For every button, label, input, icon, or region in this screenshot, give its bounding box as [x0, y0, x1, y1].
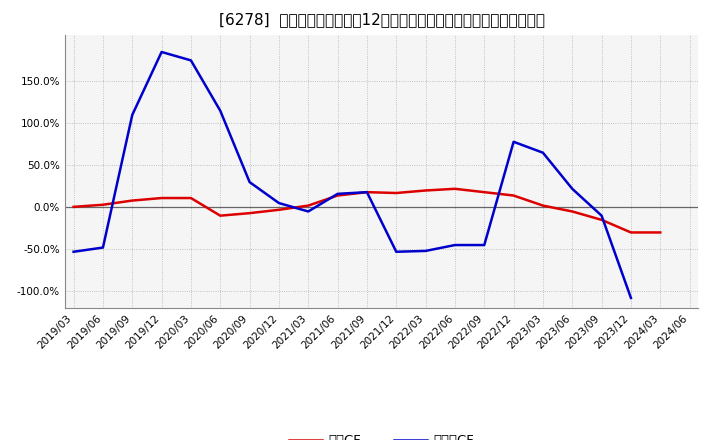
営業CF — [598, 217, 606, 223]
営業CF — [392, 191, 400, 196]
営業CF — [539, 203, 547, 208]
フリーCF — [157, 49, 166, 55]
フリーCF — [363, 190, 372, 195]
営業CF — [451, 186, 459, 191]
営業CF — [128, 198, 137, 203]
フリーCF — [480, 242, 489, 248]
フリーCF — [568, 186, 577, 191]
Title: [6278]  キャッシュフローの12か月移動合計の対前年同期増減率の推移: [6278] キャッシュフローの12か月移動合計の対前年同期増減率の推移 — [219, 12, 544, 27]
フリーCF — [274, 201, 283, 206]
フリーCF — [246, 180, 254, 185]
フリーCF — [509, 139, 518, 144]
フリーCF — [69, 249, 78, 254]
Line: フリーCF: フリーCF — [73, 52, 631, 298]
営業CF — [568, 209, 577, 214]
営業CF — [363, 190, 372, 195]
Line: 営業CF: 営業CF — [73, 189, 660, 232]
営業CF — [69, 204, 78, 209]
フリーCF — [598, 213, 606, 218]
フリーCF — [626, 295, 635, 301]
フリーCF — [99, 245, 107, 250]
営業CF — [421, 188, 430, 193]
営業CF — [656, 230, 665, 235]
Legend: 営業CF, フリーCF: 営業CF, フリーCF — [284, 429, 480, 440]
フリーCF — [128, 112, 137, 117]
フリーCF — [539, 150, 547, 155]
フリーCF — [421, 248, 430, 253]
営業CF — [99, 202, 107, 207]
営業CF — [509, 193, 518, 198]
フリーCF — [333, 191, 342, 197]
営業CF — [333, 193, 342, 198]
営業CF — [304, 203, 312, 208]
フリーCF — [392, 249, 400, 254]
フリーCF — [304, 209, 312, 214]
フリーCF — [216, 108, 225, 114]
営業CF — [186, 195, 195, 201]
フリーCF — [451, 242, 459, 248]
営業CF — [274, 207, 283, 213]
フリーCF — [186, 58, 195, 63]
営業CF — [246, 210, 254, 216]
営業CF — [216, 213, 225, 218]
営業CF — [626, 230, 635, 235]
営業CF — [480, 190, 489, 195]
営業CF — [157, 195, 166, 201]
